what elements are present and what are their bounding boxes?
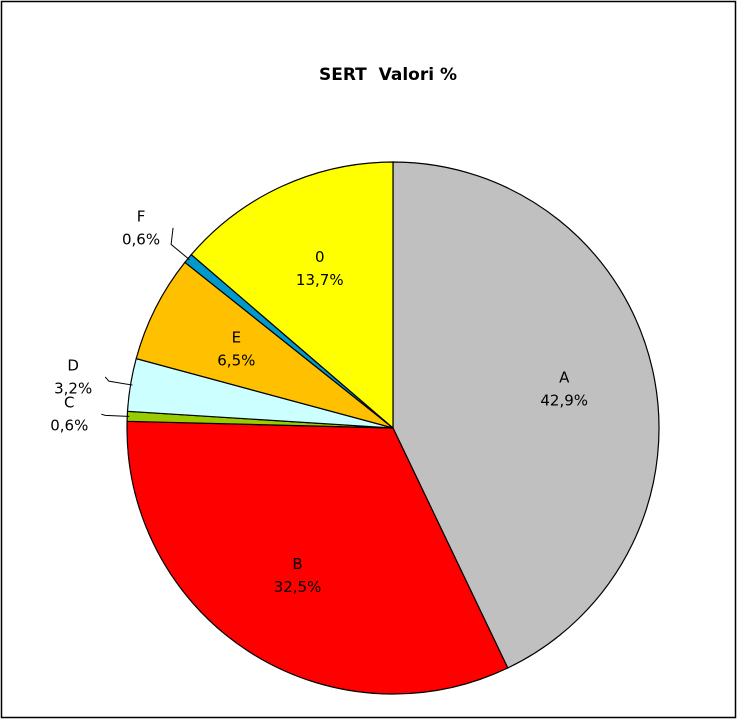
slice-label: D (67, 356, 79, 374)
slice-value-label: 13,7% (296, 271, 344, 289)
slice-value-label: 6,5% (217, 351, 255, 369)
chart-title: SERT Valori % (319, 65, 457, 85)
slice-value-label: 32,5% (274, 578, 322, 596)
slice-value-label: 0,6% (122, 230, 160, 248)
slice-value-label: 0,6% (50, 417, 88, 435)
pie-slice (126, 420, 509, 695)
pie-slice (190, 161, 394, 430)
slice-value-label: 42,9% (540, 392, 588, 410)
slice-label: C (64, 394, 74, 412)
slice-value-label: 3,2% (54, 379, 92, 397)
leader-line (101, 413, 130, 417)
slice-label: B (292, 555, 302, 573)
leader-line (104, 376, 133, 386)
leader-line (170, 227, 190, 261)
slice-label: A (559, 369, 570, 387)
slice-label: F (137, 207, 146, 225)
pie-slice (392, 161, 660, 669)
slice-label: E (232, 328, 241, 346)
slice-label: 0 (315, 248, 325, 266)
